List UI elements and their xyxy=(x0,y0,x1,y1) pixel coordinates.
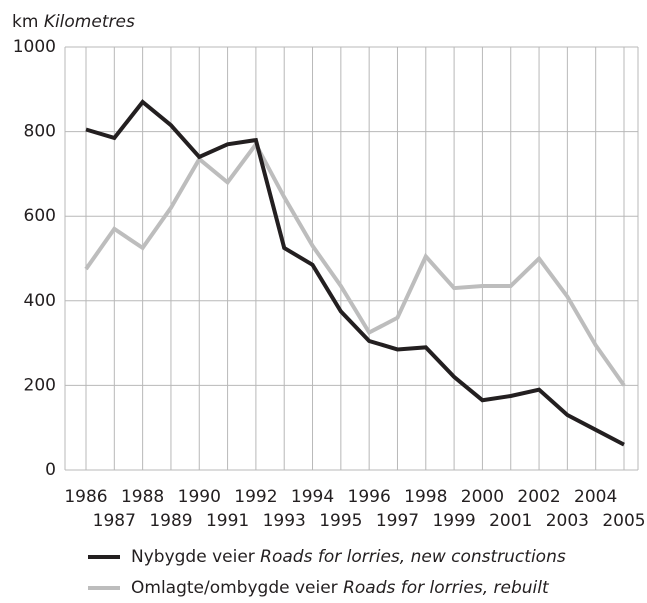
data-line xyxy=(84,140,626,387)
x-tick-label: 2004 xyxy=(574,487,617,507)
data-line xyxy=(85,99,625,447)
x-tick-label: 1999 xyxy=(432,511,475,531)
y-tick-label: 1000 xyxy=(13,37,56,57)
y-tick-label: 200 xyxy=(24,375,56,395)
x-tick-label: 1998 xyxy=(404,487,447,507)
x-tick-label: 2000 xyxy=(461,487,504,507)
legend-label: Omlagte/ombygde veier Roads for lorries,… xyxy=(131,578,550,598)
x-tick-label: 2005 xyxy=(602,511,645,531)
x-tick-label: 1988 xyxy=(121,487,164,507)
x-tick-label: 1992 xyxy=(234,487,277,507)
legend-name-en: Roads for lorries, new constructions xyxy=(260,547,566,567)
x-tick-label: 1994 xyxy=(291,487,334,507)
x-tick-label: 1989 xyxy=(149,511,192,531)
x-tick-label: 1995 xyxy=(319,511,362,531)
x-tick-label: 1996 xyxy=(348,487,391,507)
x-tick-label: 2002 xyxy=(517,487,560,507)
x-tick-label: 2001 xyxy=(489,511,532,531)
x-tick-label: 1986 xyxy=(64,487,107,507)
y-tick-label: 400 xyxy=(24,291,56,311)
x-tick-label: 1990 xyxy=(178,487,221,507)
x-tick-label: 1997 xyxy=(376,511,419,531)
y-tick-label: 600 xyxy=(24,206,56,226)
y-tick-label: 800 xyxy=(24,122,56,142)
y-unit: km xyxy=(12,12,38,32)
legend-name: Omlagte/ombygde veier xyxy=(131,578,338,598)
legend-name-en: Roads for lorries, rebuilt xyxy=(343,578,550,598)
y-axis-label: km Kilometres xyxy=(12,12,135,32)
legend-label: Nybygde veier Roads for lorries, new con… xyxy=(131,547,566,567)
x-tick-label: 1991 xyxy=(206,511,249,531)
x-tick-label: 1993 xyxy=(263,511,306,531)
y-tick-label: 0 xyxy=(45,460,56,480)
y-label: Kilometres xyxy=(44,12,135,32)
x-tick-label: 2003 xyxy=(546,511,589,531)
legend-name: Nybygde veier xyxy=(131,547,255,567)
x-tick-label: 1987 xyxy=(93,511,136,531)
